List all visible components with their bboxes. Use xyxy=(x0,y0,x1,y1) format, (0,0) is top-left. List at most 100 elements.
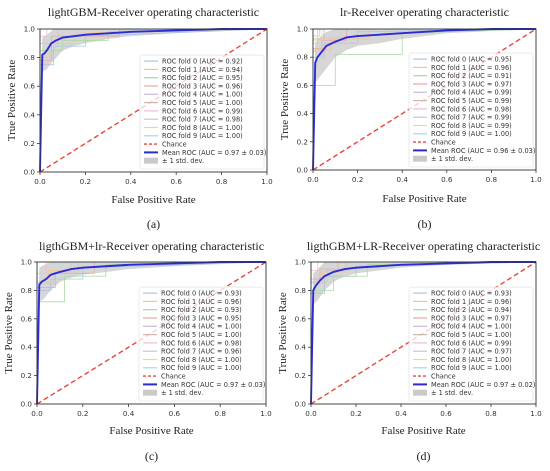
legend-entry: ROC fold 9 (AUC = 1.00) xyxy=(431,364,512,372)
y-tick-label: 0.2 xyxy=(297,137,308,146)
x-tick-label: 0.4 xyxy=(125,177,137,186)
legend-box xyxy=(139,54,265,170)
legend-entry: ROC fold 3 (AUC = 0.96) xyxy=(162,82,243,90)
y-tick-label: 0.6 xyxy=(295,314,307,323)
chance-line xyxy=(36,261,267,405)
x-tick-label: 0.6 xyxy=(170,177,182,186)
legend-entry: ROC fold 3 (AUC = 0.95) xyxy=(161,314,242,322)
legend: ROC fold 0 (AUC = 0.93)ROC fold 1 (AUC =… xyxy=(138,286,265,402)
x-tick-label: 0.2 xyxy=(350,409,361,418)
legend-entry: ROC fold 0 (AUC = 0.93) xyxy=(161,290,242,298)
legend-swatch xyxy=(144,157,158,164)
y-tick-label: 0.2 xyxy=(21,371,32,380)
legend-swatch xyxy=(413,389,427,396)
mean-roc-line xyxy=(39,28,267,173)
x-tick-label: 0.8 xyxy=(214,409,226,418)
y-tick-label: 1.0 xyxy=(24,25,36,34)
legend-entry: ROC fold 6 (AUC = 0.99) xyxy=(162,107,243,115)
legend: ROC fold 0 (AUC = 0.93)ROC fold 1 (AUC =… xyxy=(408,286,535,402)
x-tick-label: 0.4 xyxy=(396,175,408,184)
legend-entry: ROC fold 9 (AUC = 1.00) xyxy=(162,132,243,140)
roc-panel-c: ligthGBM+lr-Receiver operating character… xyxy=(3,239,272,463)
legend-swatch xyxy=(143,389,157,396)
legend-entry: ROC fold 8 (AUC = 1.00) xyxy=(161,356,242,364)
x-axis-label: False Positive Rate xyxy=(382,193,466,205)
legend-entry: ROC fold 2 (AUC = 0.95) xyxy=(162,74,243,82)
y-axis-label: True Positive Rate xyxy=(6,60,18,142)
legend-entry: ROC fold 8 (AUC = 1.00) xyxy=(162,124,243,132)
legend-entry: ROC fold 5 (AUC = 1.00) xyxy=(431,331,512,339)
legend-entry: ROC fold 7 (AUC = 0.98) xyxy=(162,116,243,124)
legend-entry: ROC fold 4 (AUC = 0.99) xyxy=(431,89,512,97)
chart-title: ligthGBM+lr-Receiver operating character… xyxy=(39,239,264,253)
x-tick-label: 0.6 xyxy=(169,409,181,418)
y-tick-label: 0.4 xyxy=(297,109,309,118)
legend-entry: ROC fold 5 (AUC = 0.99) xyxy=(431,97,512,105)
y-tick-label: 0.6 xyxy=(24,82,36,91)
y-axis-label: True Positive Rate xyxy=(3,292,15,374)
legend-entry: ROC fold 3 (AUC = 0.97) xyxy=(431,314,512,322)
legend-entry: ROC fold 1 (AUC = 0.96) xyxy=(431,298,512,306)
legend-entry: ROC fold 1 (AUC = 0.96) xyxy=(431,64,512,72)
x-tick-label: 0.8 xyxy=(486,175,498,184)
x-tick-label: 0.2 xyxy=(80,177,91,186)
legend-box xyxy=(138,286,264,402)
legend-entry: ROC fold 4 (AUC = 1.00) xyxy=(162,91,243,99)
legend-entry: ROC fold 8 (AUC = 0.99) xyxy=(431,122,512,130)
chart-title: lr-Receiver operating characteristic xyxy=(340,5,509,19)
panel-caption: (a) xyxy=(147,217,160,231)
x-axis-label: False Positive Rate xyxy=(381,425,465,437)
legend-swatch xyxy=(413,155,427,162)
y-tick-label: 0.8 xyxy=(24,53,36,62)
legend-box xyxy=(408,52,534,168)
legend-entry: ROC fold 3 (AUC = 0.97) xyxy=(431,80,512,88)
y-tick-label: 0.0 xyxy=(297,166,309,175)
legend-entry: ROC fold 2 (AUC = 0.94) xyxy=(431,306,512,314)
roc-panel-b: lr-Receiver operating characteristic 0.0 0… xyxy=(279,5,542,231)
y-tick-label: 0.0 xyxy=(21,400,33,409)
y-tick-label: 0.4 xyxy=(24,110,36,119)
y-tick-label: 0.0 xyxy=(24,168,36,177)
chance-line xyxy=(310,261,537,405)
chart-title: ligthGBM+LR-Receiver operating character… xyxy=(307,239,540,253)
y-tick-label: 0.8 xyxy=(21,286,33,295)
x-tick-label: 0.4 xyxy=(395,409,407,418)
x-tick-label: 0.8 xyxy=(485,409,497,418)
y-tick-label: 0.6 xyxy=(297,81,309,90)
y-tick-label: 0.6 xyxy=(21,314,33,323)
legend-entry: ± 1 std. dev. xyxy=(162,157,204,165)
y-tick-label: 1.0 xyxy=(21,258,33,267)
axes-frame xyxy=(310,261,537,405)
panel-caption: (b) xyxy=(418,217,432,231)
legend-entry: ROC fold 4 (AUC = 1.00) xyxy=(431,323,512,331)
mean-roc-line xyxy=(36,261,266,405)
legend-entry: ROC fold 6 (AUC = 0.98) xyxy=(431,105,512,113)
legend-entry: Mean ROC (AUC = 0.97 ± 0.03) xyxy=(161,381,265,389)
axes-frame xyxy=(39,28,268,173)
y-tick-label: 1.0 xyxy=(297,25,309,34)
legend-entry: ROC fold 1 (AUC = 0.96) xyxy=(161,298,242,306)
x-tick-label: 0.0 xyxy=(305,409,317,418)
x-axis-label: False Positive Rate xyxy=(109,425,193,437)
legend-entry: ROC fold 6 (AUC = 0.98) xyxy=(161,339,242,347)
chart-title: lightGBM-Receiver operating characterist… xyxy=(48,5,259,19)
panel-caption: (d) xyxy=(417,449,431,463)
y-tick-label: 0.8 xyxy=(297,53,309,62)
x-tick-label: 1.0 xyxy=(530,409,542,418)
legend: ROC fold 0 (AUC = 0.95)ROC fold 1 (AUC =… xyxy=(408,52,535,168)
axes-frame xyxy=(36,261,267,405)
legend-entry: ROC fold 8 (AUC = 1.00) xyxy=(431,356,512,364)
legend-entry: Chance xyxy=(162,141,187,149)
legend-entry: Chance xyxy=(161,373,186,381)
x-tick-label: 0.0 xyxy=(34,177,46,186)
legend-entry: ROC fold 2 (AUC = 0.91) xyxy=(431,72,512,80)
std-dev-band xyxy=(37,262,266,404)
legend-entry: Mean ROC (AUC = 0.97 ± 0.02) xyxy=(431,381,535,389)
x-tick-label: 0.2 xyxy=(352,175,363,184)
y-axis-label: True Positive Rate xyxy=(279,59,291,141)
legend-entry: ROC fold 0 (AUC = 0.92) xyxy=(162,58,243,66)
legend-entry: ROC fold 7 (AUC = 0.97) xyxy=(431,348,512,356)
legend-box xyxy=(408,286,534,402)
y-axis-label: True Positive Rate xyxy=(277,292,289,374)
